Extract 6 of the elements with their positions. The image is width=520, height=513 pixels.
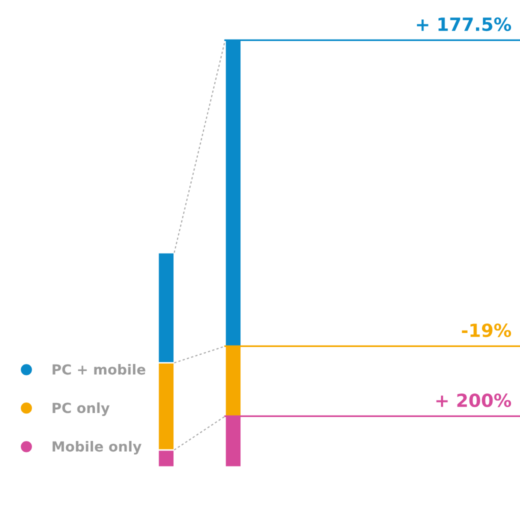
annotation: -19% <box>462 323 512 338</box>
legend-label: PC + mobile <box>52 364 146 375</box>
annotation: + 177.5% <box>416 17 512 32</box>
legend-label: Mobile only <box>52 440 142 454</box>
annotation: + 200% <box>436 393 512 408</box>
legend-label: PC only <box>52 402 110 416</box>
